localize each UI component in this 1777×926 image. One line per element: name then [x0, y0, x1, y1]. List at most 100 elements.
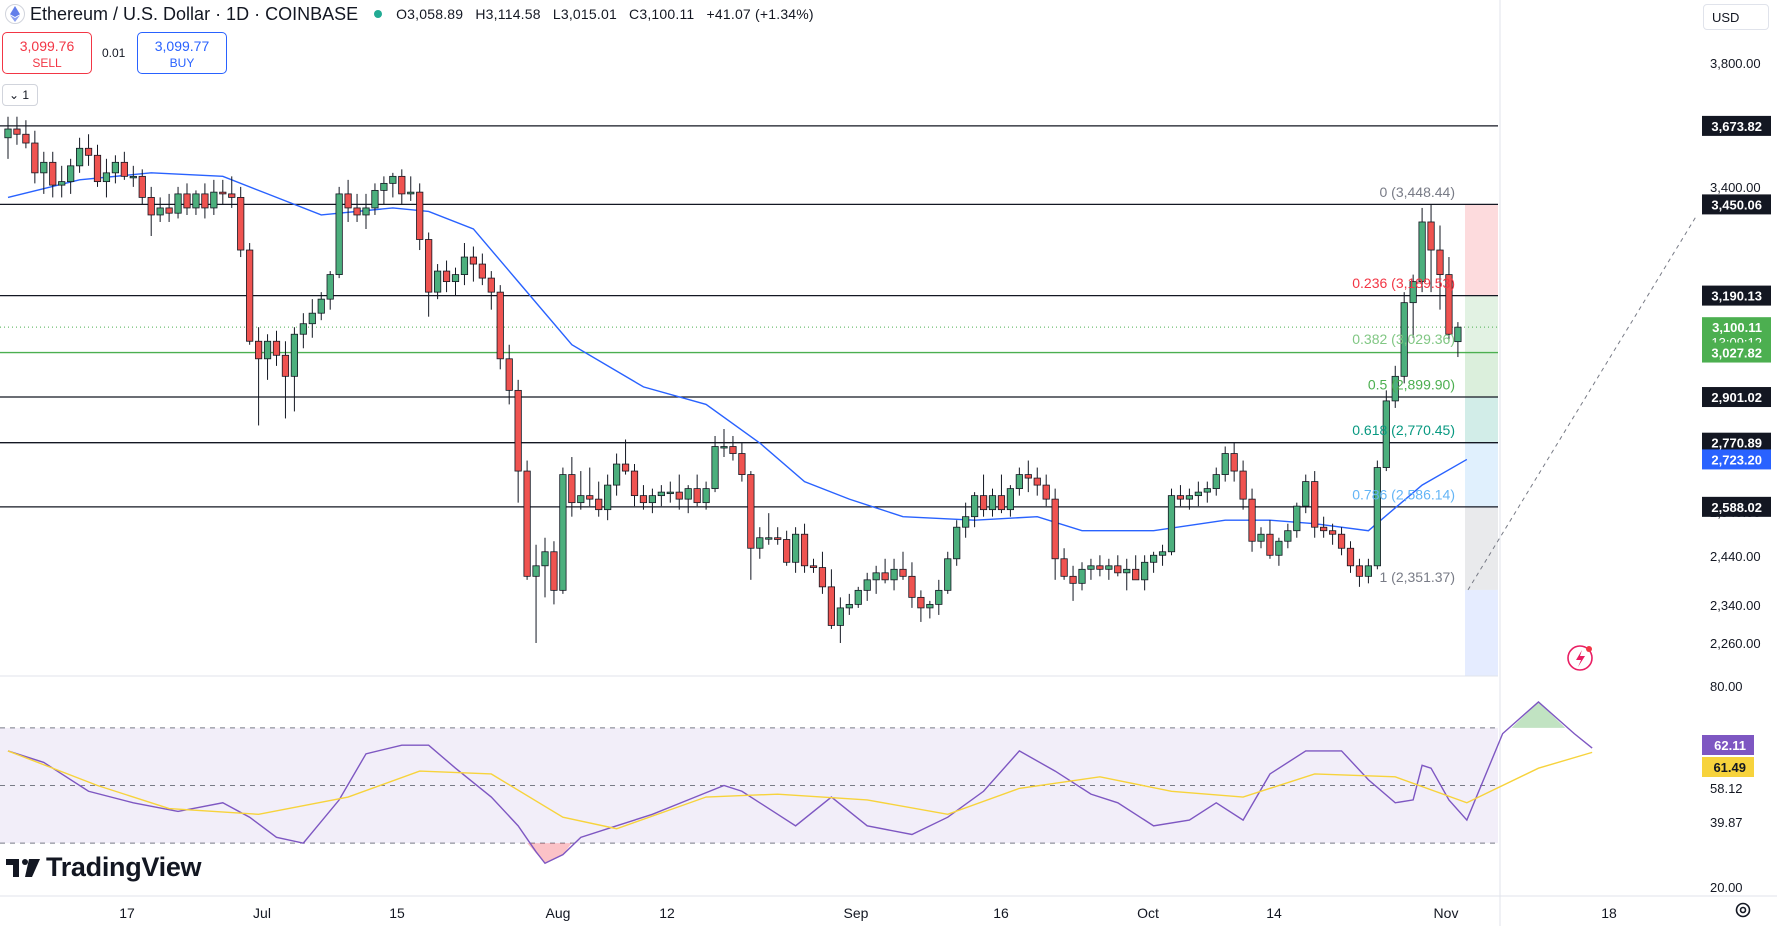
candle-body	[1221, 453, 1229, 475]
candle-body	[451, 274, 460, 283]
currency-selector[interactable]: USD	[1703, 4, 1769, 30]
candle-body	[111, 161, 119, 174]
candle-body	[93, 154, 102, 183]
chart-header: Ethereum / U.S. Dollar · 1D · COINBASE O…	[0, 0, 822, 28]
price-tick-label: 2,340.00	[1710, 598, 1761, 613]
candle-body	[1150, 554, 1158, 563]
candle-body	[1123, 568, 1131, 574]
candle-down	[31, 130, 39, 184]
candle-body	[765, 537, 773, 540]
candle-body	[1051, 498, 1059, 560]
candle-up	[944, 551, 952, 594]
candle-body	[711, 446, 719, 490]
price-label-text: 3,673.82	[1711, 119, 1762, 134]
symbol-title[interactable]: Ethereum / U.S. Dollar · 1D · COINBASE	[30, 3, 359, 24]
candle-body	[174, 193, 182, 214]
alert-bolt-icon	[1567, 645, 1593, 671]
candle-down	[416, 183, 424, 251]
sell-button[interactable]: 3,099.76 SELL	[2, 32, 92, 74]
price-label-bg	[1702, 194, 1771, 215]
tradingview-logo[interactable]: TradingView	[6, 852, 202, 883]
candle-up	[702, 481, 710, 510]
candle-up	[192, 190, 200, 215]
candle-body	[908, 575, 916, 598]
price-label-text: 3,450.06	[1711, 197, 1762, 212]
candle-body	[442, 270, 451, 283]
close-value: C3,100.11	[629, 6, 695, 22]
candle-body	[953, 526, 961, 560]
price-label-text: 2,588.02	[1711, 500, 1762, 515]
price-label: 3,190.13	[1702, 285, 1771, 306]
candle-down	[979, 474, 988, 517]
rsi-value-text: 61.49	[1713, 760, 1746, 775]
candle-down	[1114, 555, 1122, 577]
open-value: O3,058.89	[396, 6, 464, 22]
candle-body	[1114, 565, 1122, 574]
candle-body	[1266, 533, 1274, 556]
candle-down	[93, 144, 102, 187]
candle-body	[890, 568, 898, 581]
candle-body	[138, 175, 146, 198]
candle-down	[1239, 460, 1247, 510]
candle-down	[738, 443, 746, 482]
candle-up	[317, 292, 325, 321]
candle-body	[1069, 575, 1077, 584]
candle-down	[1427, 204, 1435, 293]
candle-body	[818, 567, 827, 588]
candle-body	[210, 191, 218, 209]
candle-body	[774, 537, 782, 540]
candle-body	[577, 495, 585, 504]
quantity-dropdown[interactable]: ⌄ 1	[2, 84, 38, 106]
candle-body	[1006, 488, 1015, 511]
candle-body	[917, 596, 925, 609]
fib-zone	[1465, 295, 1498, 353]
candle-up	[684, 485, 692, 514]
candle-down	[1248, 488, 1256, 552]
candle-body	[156, 207, 164, 216]
brand-name: TradingView	[46, 852, 202, 882]
candle-down	[487, 271, 495, 310]
candle-body	[523, 470, 531, 577]
candle-body	[84, 147, 93, 156]
candle-body	[604, 484, 612, 511]
rsi-tick-label: 39.87	[1710, 815, 1743, 830]
candle-up	[854, 586, 862, 608]
candle-down	[228, 176, 236, 208]
candle-body	[58, 181, 66, 186]
candle-body	[854, 589, 862, 605]
candle-up	[711, 435, 719, 493]
candle-body	[1132, 568, 1140, 581]
candle-body	[1391, 375, 1399, 402]
candle-up	[648, 488, 657, 514]
candle-up	[1150, 551, 1158, 573]
candle-body	[1284, 530, 1292, 542]
candle-body	[514, 389, 522, 472]
settings-gear-icon[interactable]	[1733, 900, 1753, 920]
candle-body	[1293, 505, 1301, 532]
candle-body	[460, 256, 469, 275]
candle-body	[4, 128, 12, 139]
candle-up	[210, 179, 218, 215]
candle-body	[630, 470, 639, 497]
candle-up	[407, 176, 415, 201]
candle-body	[192, 193, 200, 209]
candle-up	[953, 520, 961, 566]
candle-body	[1042, 484, 1050, 500]
candle-down	[568, 457, 576, 517]
candle-body	[433, 270, 442, 293]
candle-body	[872, 572, 880, 581]
candle-body	[926, 603, 934, 609]
candle-body	[550, 551, 558, 591]
candle-body	[1176, 495, 1185, 500]
candle-body	[1427, 221, 1435, 251]
candle-up	[1087, 558, 1095, 580]
time-tick-label: Sep	[844, 905, 869, 921]
buy-button[interactable]: 3,099.77 BUY	[137, 32, 227, 74]
fib-zone	[1465, 204, 1498, 296]
candle-up	[1382, 390, 1390, 472]
price-label-bg	[1702, 432, 1771, 453]
price-tick-label: 2,260.00	[1710, 636, 1761, 651]
candle-up	[613, 453, 621, 496]
candle-down	[165, 193, 173, 222]
